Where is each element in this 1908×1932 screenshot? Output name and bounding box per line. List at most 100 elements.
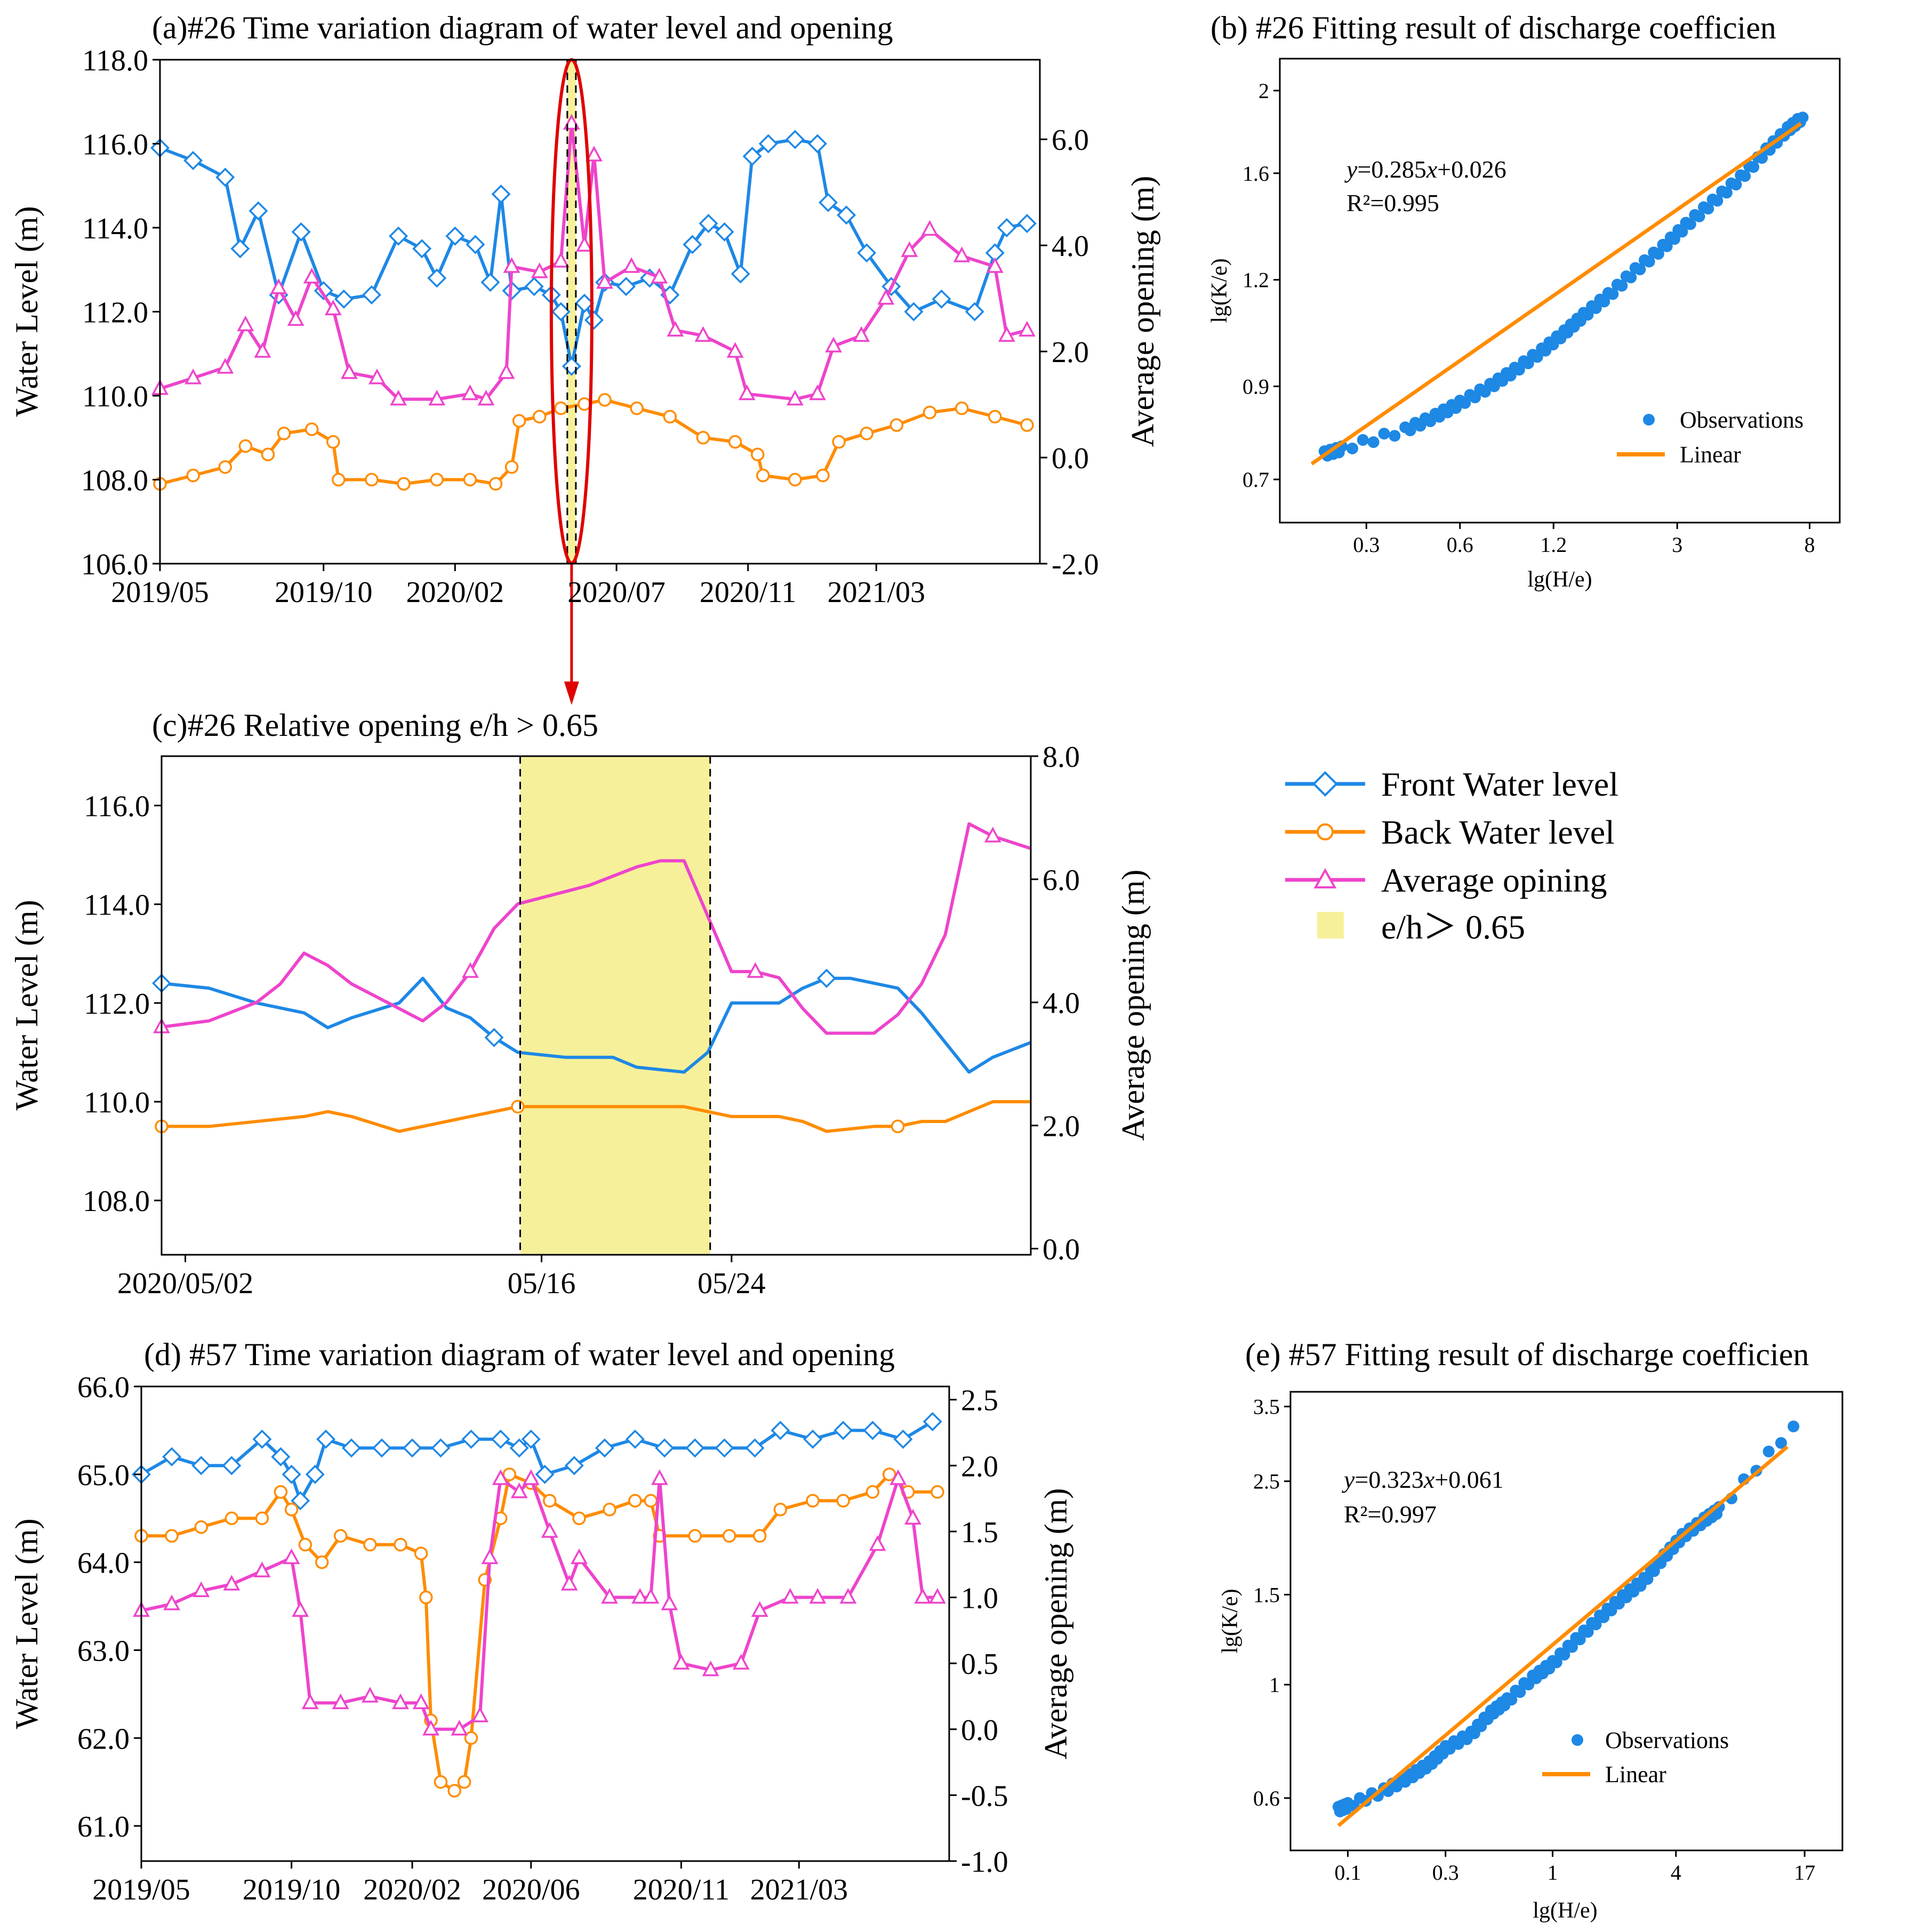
left-tick-label: 62.0 — [77, 1722, 130, 1755]
observation-point — [1550, 1656, 1562, 1669]
series-opening-marker — [651, 1469, 668, 1485]
observation-point — [1607, 288, 1619, 300]
series-back-marker — [363, 1537, 377, 1552]
series-back-marker — [186, 468, 200, 483]
series-opening-marker — [563, 114, 580, 130]
right-tick-label: 4.0 — [1043, 987, 1080, 1020]
series-opening-marker — [651, 268, 668, 284]
series-back-marker — [394, 1537, 407, 1552]
series-front-marker — [291, 222, 311, 242]
panel-e-legend-linear: Linear — [1605, 1761, 1666, 1787]
series-front-line — [159, 138, 1028, 368]
series-front-marker — [819, 193, 838, 212]
observation-point — [1787, 1420, 1800, 1432]
panel-d: (d) #57 Time variation diagram of water … — [9, 1337, 1073, 1906]
observation-point — [1739, 170, 1751, 182]
panel-c-annotation-layer — [519, 756, 711, 1255]
observation-point — [1590, 1618, 1602, 1631]
series-back-marker — [274, 1485, 288, 1499]
panel-d-series-layer — [131, 1412, 946, 1798]
series-back-marker — [430, 472, 444, 487]
series-front-marker — [758, 134, 778, 154]
panel-b-ylabel: lg(K/e) — [1207, 258, 1232, 323]
series-opening-marker — [340, 363, 358, 379]
series-opening-marker — [254, 342, 271, 358]
series-back-marker — [419, 1590, 433, 1605]
series-back-marker — [865, 1485, 880, 1499]
x-tick-label: 17 — [1794, 1861, 1815, 1885]
series-front-marker — [715, 222, 734, 242]
series-opening-marker — [368, 368, 386, 384]
series-back-marker — [836, 1494, 850, 1508]
panel-b-xlabel: lg(H/e) — [1527, 567, 1592, 592]
series-back-marker — [326, 435, 340, 449]
series-back-marker — [750, 447, 765, 461]
series-back-marker — [889, 418, 904, 432]
series-back-marker — [365, 472, 379, 487]
series-back-marker — [832, 435, 846, 449]
observation-point — [1676, 226, 1688, 238]
x-tick-label: 2020/05/02 — [117, 1267, 253, 1300]
series-front-marker — [183, 150, 203, 171]
observation-point — [1641, 1573, 1654, 1585]
panel-c-highlight-band — [520, 756, 710, 1255]
x-tick-label: 2019/10 — [243, 1873, 341, 1906]
series-front-marker — [816, 968, 837, 988]
observation-point — [1616, 279, 1628, 292]
observation-point — [1775, 1437, 1787, 1449]
panel-b-frame — [1279, 58, 1841, 524]
series-back-marker — [194, 1520, 209, 1534]
observation-point — [1346, 442, 1358, 454]
series-opening-marker — [747, 962, 764, 978]
series-opening-marker — [732, 1654, 750, 1670]
series-opening-marker — [853, 326, 870, 342]
series-front-marker — [625, 1429, 645, 1449]
observation-point — [1684, 218, 1696, 230]
series-back-marker — [463, 472, 477, 487]
observation-point — [1582, 1626, 1594, 1638]
observation-point — [1505, 1694, 1518, 1706]
series-opening-marker — [809, 384, 826, 400]
series-front-marker — [271, 1447, 291, 1466]
series-front-marker — [616, 277, 636, 296]
x-tick-label: 0.1 — [1334, 1861, 1361, 1885]
observation-point — [1605, 1605, 1617, 1617]
series-front-marker — [412, 239, 432, 259]
series-front-marker — [595, 1438, 614, 1458]
series-opening-marker — [503, 257, 520, 273]
left-tick-label: 116.0 — [82, 129, 148, 162]
right-tick-label: 6.0 — [1052, 124, 1089, 157]
series-back-marker — [806, 1494, 820, 1508]
observation-point — [1558, 1648, 1570, 1661]
series-front-marker — [480, 272, 500, 292]
series-back-marker — [756, 468, 770, 483]
y-tick-label: 2.5 — [1253, 1470, 1280, 1494]
right-tick-label: 1.5 — [961, 1516, 998, 1549]
panel-a-series-layer — [150, 114, 1037, 491]
x-tick-label: 2019/10 — [275, 576, 373, 609]
observation-point — [1797, 111, 1809, 124]
legend-back-marker — [1317, 823, 1334, 840]
right-tick-label: 1.0 — [961, 1582, 998, 1615]
series-back-marker — [447, 1784, 461, 1798]
panel-e-xlabel: lg(H/e) — [1533, 1898, 1597, 1923]
right-tick-label: -1.0 — [961, 1846, 1008, 1879]
series-opening-marker — [428, 389, 446, 406]
panel-e-fit-line — [1337, 1445, 1789, 1827]
panel-d-ticks: 61.0 62.0 63.0 64.0 65.0 66.0 -1.0 -0.5 0.0 0.5 1.… — [77, 1371, 1008, 1906]
series-front-marker — [252, 1429, 272, 1449]
x-tick-label: 1 — [1548, 1861, 1558, 1885]
series-opening-marker — [786, 389, 804, 406]
right-tick-label: 0.0 — [1043, 1233, 1080, 1266]
legend-highlight-label: e/h＞ 0.65 — [1381, 908, 1525, 946]
series-front-marker — [904, 302, 924, 322]
series-opening-marker — [986, 257, 1004, 273]
series-opening-marker — [292, 1601, 309, 1617]
observation-point — [1634, 263, 1646, 276]
series-front-marker — [341, 1438, 361, 1458]
panel-d-ylabel: Water Level (m) — [9, 1519, 44, 1729]
panel-e-frame — [1289, 1391, 1843, 1851]
panel-a-title: (a)#26 Time variation diagram of water l… — [152, 10, 893, 45]
series-back-line — [162, 1100, 1031, 1133]
